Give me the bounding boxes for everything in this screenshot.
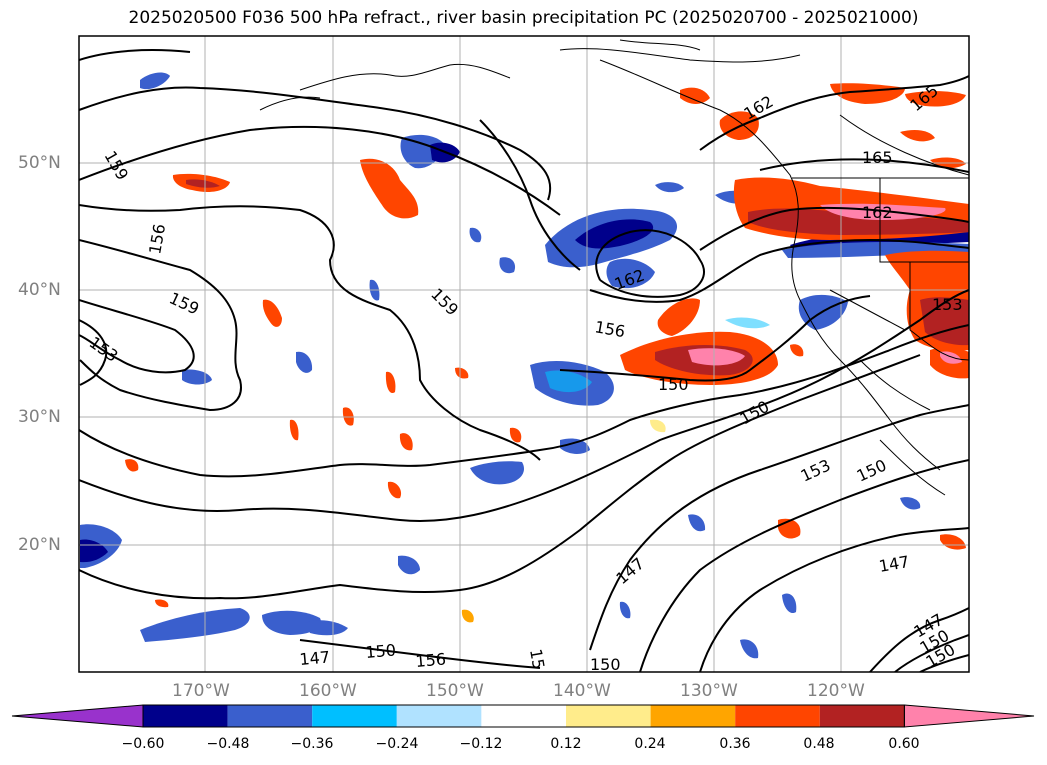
- map-title: 2025020500 F036 500 hPa refract., river …: [128, 8, 919, 28]
- graticule: [79, 36, 969, 672]
- colorbar-tick: −0.60: [121, 736, 165, 752]
- colorbar-tick: −0.48: [206, 736, 250, 752]
- contour-label: 147: [299, 647, 331, 669]
- colorbar-box: [819, 705, 905, 727]
- lat-label: 20°N: [18, 535, 61, 555]
- lat-label: 40°N: [18, 280, 61, 300]
- map-content: 159 156 159 153 159 156 162 150 150 153 …: [79, 36, 969, 674]
- colorbar-extend-low: [11, 704, 144, 728]
- lon-label: 140°W: [553, 681, 611, 701]
- lat-label: 30°N: [18, 407, 61, 427]
- contour-label: 150: [365, 640, 397, 662]
- colorbar-box: [396, 705, 482, 727]
- lon-label: 150°W: [426, 681, 484, 701]
- contour-label: 150: [658, 375, 689, 394]
- lon-label: 130°W: [680, 681, 738, 701]
- positive-precip-patches: [125, 83, 969, 623]
- colorbar-box: [227, 705, 313, 727]
- coastlines: [259, 39, 969, 496]
- colorbar-tick: 0.12: [550, 736, 582, 752]
- colorbar-tick: 0.24: [634, 736, 666, 752]
- colorbar-tick: −0.36: [290, 736, 334, 752]
- colorbar-boxes: [11, 704, 1035, 728]
- lon-label: 120°W: [807, 681, 865, 701]
- contour-label: 165: [862, 148, 893, 167]
- contour-label: 153: [932, 295, 963, 314]
- colorbar-box: [650, 705, 736, 727]
- colorbar-tick: 0.60: [888, 736, 920, 752]
- contour-label: 162: [862, 203, 893, 222]
- lon-label: 160°W: [299, 681, 357, 701]
- colorbar-box: [143, 705, 228, 727]
- map-frame: [78, 35, 970, 673]
- colorbar-extend-high: [903, 704, 1035, 728]
- colorbar-outline: [142, 704, 905, 728]
- contour-label: 150: [590, 655, 621, 674]
- height-contours: [79, 49, 969, 672]
- lat-label: 50°N: [18, 153, 61, 173]
- colorbar-box: [566, 705, 651, 727]
- colorbar-tick: −0.12: [459, 736, 503, 752]
- colorbar-tick: 0.48: [803, 736, 835, 752]
- lon-label: 170°W: [172, 681, 230, 701]
- map-panel: 159 156 159 153 159 156 162 150 150 153 …: [78, 35, 970, 674]
- negative-precip-patches: [80, 72, 969, 659]
- colorbar-box: [481, 705, 566, 727]
- colorbar-box: [735, 705, 820, 727]
- colorbar-tick: 0.36: [719, 736, 751, 752]
- contour-label: 156: [415, 649, 447, 671]
- contour-label: 15: [526, 647, 548, 670]
- colorbar-box: [312, 705, 397, 727]
- colorbar-tick: −0.24: [375, 736, 419, 752]
